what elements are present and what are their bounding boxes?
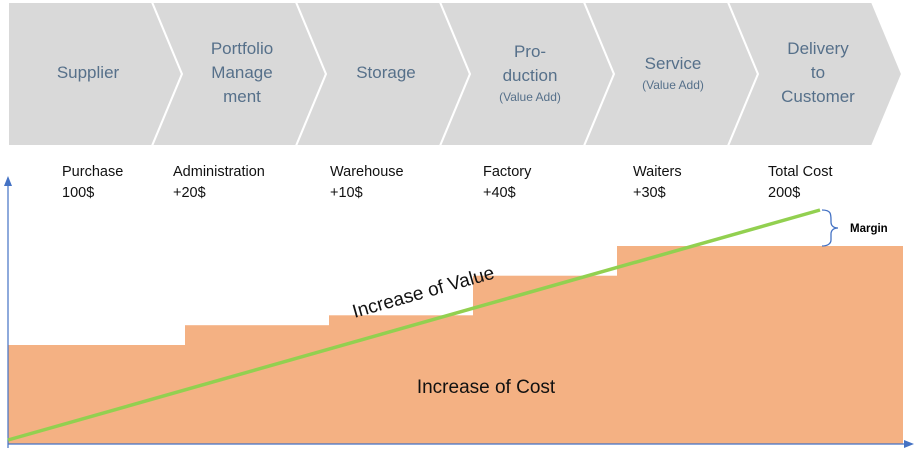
stage-label: Pro-duction (Value Add): [460, 0, 600, 146]
stage-sublabel: (Value Add): [499, 90, 561, 104]
y-axis-arrow-icon: [4, 176, 12, 186]
cost-item: Factory +40$: [483, 162, 531, 204]
stage-label-line: to: [810, 63, 826, 82]
cost-item: Purchase 100$: [62, 162, 123, 204]
margin-label: Margin: [850, 223, 888, 235]
cost-step: [329, 315, 473, 444]
stage-label: Service (Value Add): [603, 0, 743, 146]
stage-label-line: Pro-: [513, 42, 547, 61]
stage-label-line: Customer: [781, 87, 855, 106]
stage-label-line: duction: [502, 66, 558, 85]
cost-item-label: Purchase: [62, 164, 124, 180]
cost-item-label: Waiters: [633, 164, 682, 180]
cost-item-amount: +20$: [173, 185, 206, 201]
cost-item: Warehouse +10$: [330, 162, 404, 204]
stage-label-line: Storage: [356, 63, 416, 82]
stage-label-line: ment: [223, 87, 261, 106]
cost-step: [473, 275, 617, 444]
stage-label: Portfolio Manage ment: [172, 0, 312, 146]
stage-label: Supplier: [18, 0, 158, 146]
cost-item: Total Cost 200$: [768, 162, 832, 204]
process-chevrons: [7, 1, 904, 147]
cost-item-label: Administration: [173, 164, 265, 180]
stage-sublabel: (Value Add): [642, 78, 704, 92]
cost-area-label: Increase of Cost: [417, 377, 556, 398]
stage-label-line: Manage: [211, 63, 273, 82]
stage-label: Delivery to Customer: [748, 0, 888, 146]
stage-label: Storage: [316, 0, 456, 146]
cost-item: Waiters +30$: [633, 162, 682, 204]
cost-item-label: Total Cost: [768, 164, 833, 180]
stage-label-line: Delivery: [787, 39, 849, 58]
cost-item-amount: +30$: [633, 185, 666, 201]
cost-item-amount: 200$: [768, 185, 801, 201]
cost-item-amount: +10$: [330, 185, 363, 201]
stage-label-line: Supplier: [56, 63, 120, 82]
stage-label-line: Portfolio: [210, 39, 274, 58]
cost-item-label: Factory: [483, 164, 532, 180]
cost-item-amount: 100$: [62, 185, 95, 201]
cost-item-label: Warehouse: [330, 164, 404, 180]
value-line: [7, 208, 821, 442]
margin-brace-icon: [821, 209, 839, 247]
stage-label-line: Service: [644, 54, 702, 73]
cost-item-amount: +40$: [483, 185, 516, 201]
x-axis-arrow-icon: [904, 440, 914, 448]
cost-step: [8, 345, 185, 444]
cost-item: Administration +20$: [173, 162, 265, 204]
cost-step: [617, 246, 903, 444]
stage-chevron: [726, 1, 904, 147]
